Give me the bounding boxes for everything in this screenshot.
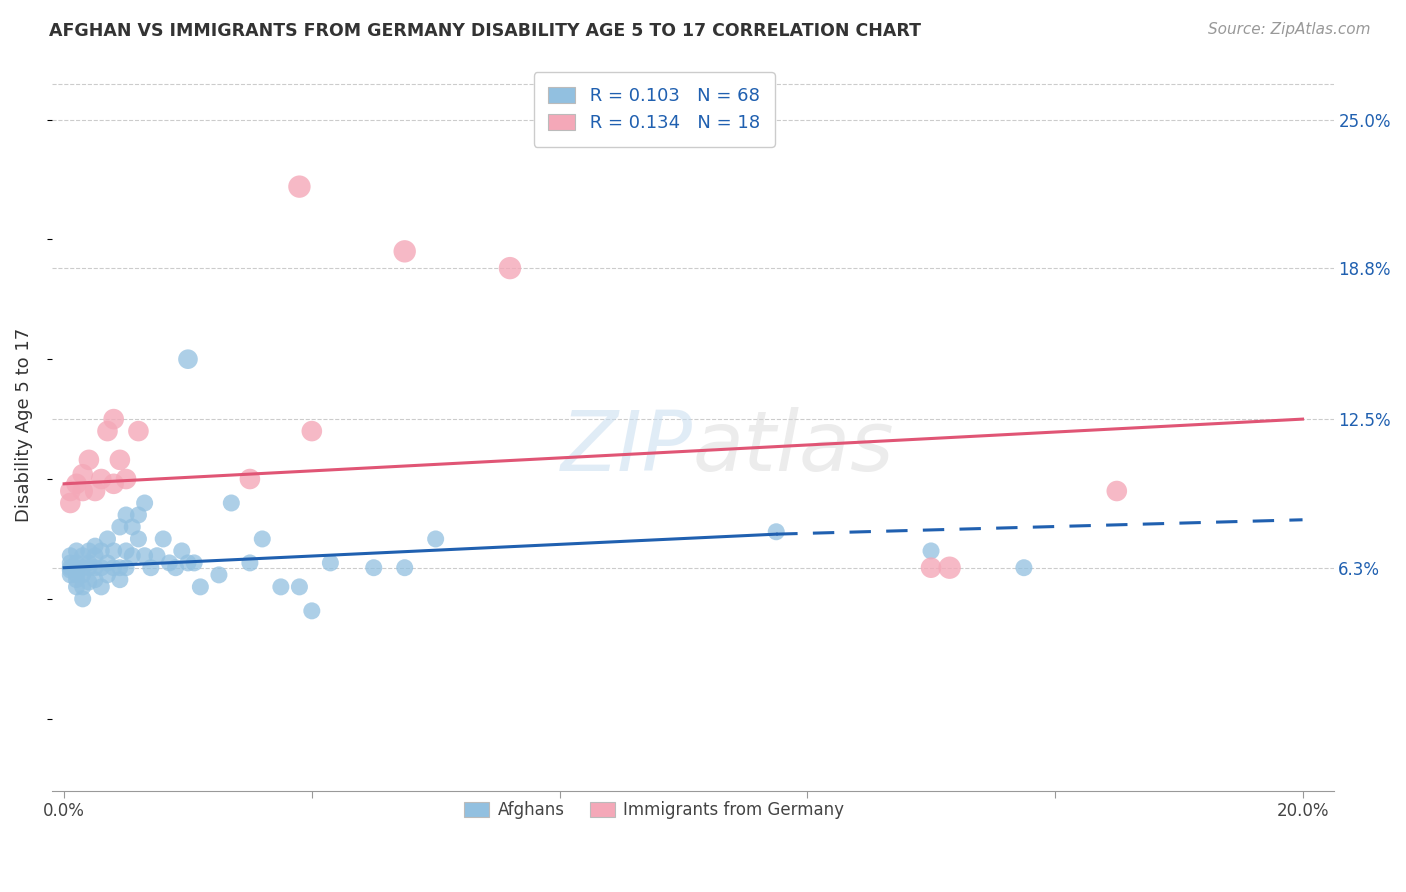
Point <box>157 556 180 570</box>
Point <box>90 544 112 558</box>
Point <box>394 560 416 574</box>
Point <box>938 560 960 574</box>
Point <box>96 424 118 438</box>
Point <box>239 556 262 570</box>
Point <box>59 556 82 570</box>
Point <box>65 560 87 574</box>
Point <box>77 575 100 590</box>
Point <box>425 532 447 546</box>
Point <box>239 472 262 486</box>
Point <box>301 424 323 438</box>
Point <box>84 560 107 574</box>
Point <box>108 573 131 587</box>
Point <box>90 560 112 574</box>
Point <box>90 472 112 486</box>
Point <box>127 532 149 546</box>
Point <box>77 544 100 558</box>
Point <box>920 544 942 558</box>
Point <box>103 560 125 574</box>
Point <box>72 560 94 574</box>
Text: Source: ZipAtlas.com: Source: ZipAtlas.com <box>1208 22 1371 37</box>
Point <box>221 496 243 510</box>
Point <box>190 580 212 594</box>
Text: ZIP: ZIP <box>561 407 693 488</box>
Point <box>72 483 94 498</box>
Point <box>84 483 107 498</box>
Point <box>301 604 323 618</box>
Point <box>127 508 149 522</box>
Point <box>96 568 118 582</box>
Point <box>59 568 82 582</box>
Point <box>115 544 138 558</box>
Point <box>121 520 143 534</box>
Point <box>59 483 82 498</box>
Point <box>139 560 162 574</box>
Point <box>177 352 200 367</box>
Point <box>288 179 311 194</box>
Point <box>252 532 274 546</box>
Point <box>319 556 342 570</box>
Point <box>146 549 169 563</box>
Point <box>499 261 522 276</box>
Point <box>84 549 107 563</box>
Point <box>765 524 787 539</box>
Point <box>134 549 156 563</box>
Point <box>96 556 118 570</box>
Text: AFGHAN VS IMMIGRANTS FROM GERMANY DISABILITY AGE 5 TO 17 CORRELATION CHART: AFGHAN VS IMMIGRANTS FROM GERMANY DISABI… <box>49 22 921 40</box>
Point <box>59 496 82 510</box>
Point <box>152 532 174 546</box>
Point <box>77 556 100 570</box>
Point <box>103 544 125 558</box>
Point <box>65 563 87 577</box>
Point <box>77 453 100 467</box>
Point <box>65 568 87 582</box>
Point <box>288 580 311 594</box>
Point <box>115 472 138 486</box>
Point <box>72 580 94 594</box>
Point <box>65 476 87 491</box>
Point <box>65 544 87 558</box>
Point <box>165 560 187 574</box>
Point <box>103 412 125 426</box>
Point <box>108 453 131 467</box>
Point <box>72 591 94 606</box>
Point <box>183 556 205 570</box>
Point <box>59 549 82 563</box>
Point <box>77 560 100 574</box>
Point <box>115 508 138 522</box>
Point <box>108 560 131 574</box>
Point <box>1012 560 1035 574</box>
Point <box>134 496 156 510</box>
Point <box>96 532 118 546</box>
Point <box>270 580 292 594</box>
Point <box>394 244 416 259</box>
Legend: Afghans, Immigrants from Germany: Afghans, Immigrants from Germany <box>458 795 851 826</box>
Point <box>103 476 125 491</box>
Y-axis label: Disability Age 5 to 17: Disability Age 5 to 17 <box>15 328 32 522</box>
Point <box>72 467 94 482</box>
Point <box>84 539 107 553</box>
Point <box>90 580 112 594</box>
Point <box>121 549 143 563</box>
Point <box>65 556 87 570</box>
Point <box>65 573 87 587</box>
Point <box>127 424 149 438</box>
Point <box>65 580 87 594</box>
Point <box>59 560 82 574</box>
Text: atlas: atlas <box>693 407 894 488</box>
Point <box>59 563 82 577</box>
Point <box>170 544 193 558</box>
Point <box>115 560 138 574</box>
Point <box>72 568 94 582</box>
Point <box>1105 483 1128 498</box>
Point <box>920 560 942 574</box>
Point <box>72 549 94 563</box>
Point <box>177 556 200 570</box>
Point <box>363 560 385 574</box>
Point <box>208 568 231 582</box>
Point <box>108 520 131 534</box>
Point <box>84 573 107 587</box>
